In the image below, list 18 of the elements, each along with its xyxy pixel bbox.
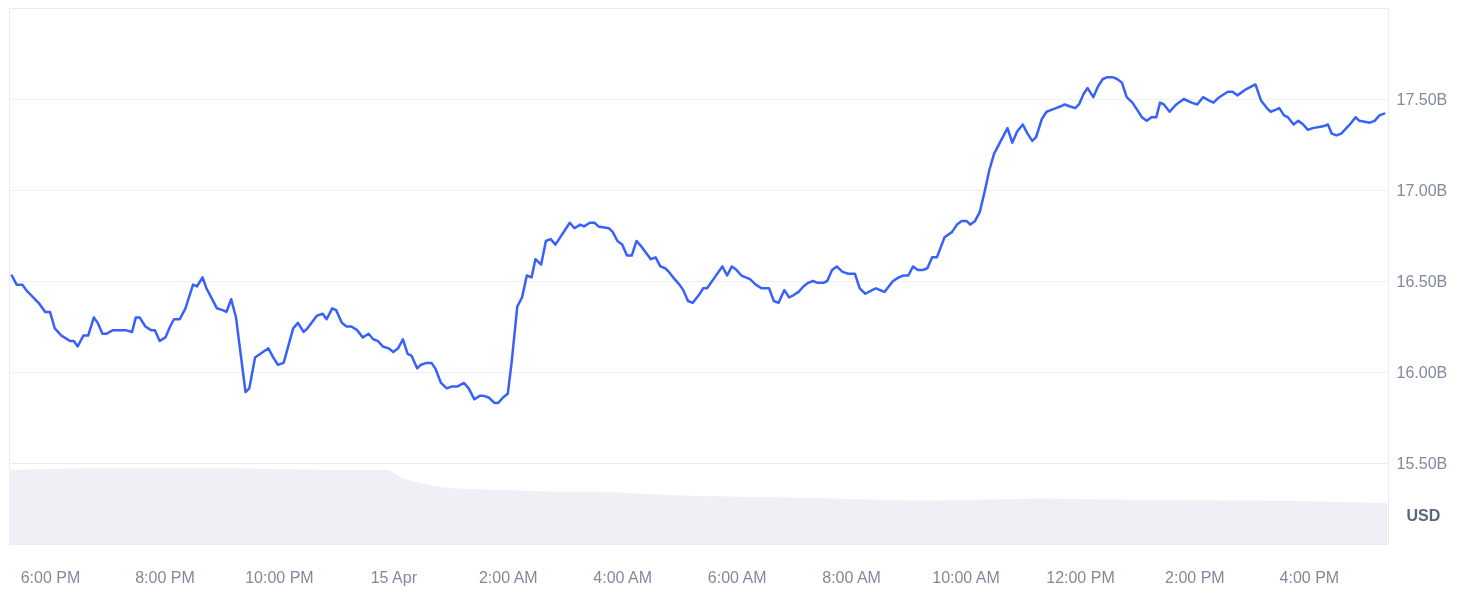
x-tick-label: 4:00 AM xyxy=(593,568,653,586)
x-tick-label: 15 Apr xyxy=(370,568,418,586)
x-tick-label: 2:00 PM xyxy=(1165,568,1225,586)
y-tick-label: 16.00B xyxy=(1396,363,1448,381)
x-tick-label: 12:00 PM xyxy=(1046,568,1115,586)
x-tick-label: 6:00 AM xyxy=(707,568,767,586)
y-axis-title: USD xyxy=(1406,506,1441,524)
x-tick-label: 4:00 PM xyxy=(1279,568,1340,586)
x-tick-label: 2:00 AM xyxy=(478,568,538,586)
x-tick-label: 10:00 AM xyxy=(932,568,1000,586)
x-tick-label: 10:00 PM xyxy=(245,568,314,586)
y-tick-label: 16.50B xyxy=(1396,272,1448,290)
y-tick-label: 15.50B xyxy=(1396,454,1448,472)
x-tick-label: 6:00 PM xyxy=(20,568,81,586)
x-tick-label: 8:00 PM xyxy=(135,568,195,586)
y-tick-label: 17.00B xyxy=(1396,181,1448,199)
x-tick-label: 8:00 AM xyxy=(822,568,881,586)
y-tick-label: 17.50B xyxy=(1396,90,1448,108)
